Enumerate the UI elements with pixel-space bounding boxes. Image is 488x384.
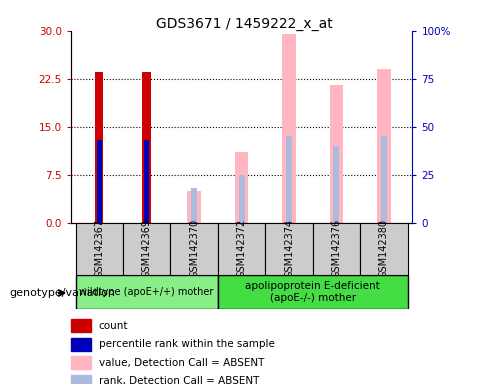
Text: GSM142376: GSM142376: [331, 219, 342, 278]
Bar: [76, 275, 218, 309]
Bar: [286, 136, 292, 223]
Text: GDS3671 / 1459222_x_at: GDS3671 / 1459222_x_at: [156, 17, 332, 31]
Bar: [95, 72, 103, 223]
Text: genotype/variation: genotype/variation: [10, 288, 116, 298]
Bar: [239, 175, 244, 223]
Bar: [71, 356, 91, 369]
Bar: [330, 85, 343, 223]
Text: GSM142372: GSM142372: [237, 219, 246, 278]
Bar: [283, 34, 296, 223]
Text: apolipoprotein E-deficient
(apoE-/-) mother: apolipoprotein E-deficient (apoE-/-) mot…: [245, 281, 380, 303]
Bar: [142, 72, 151, 223]
Text: GSM142374: GSM142374: [284, 219, 294, 278]
Bar: [218, 223, 265, 275]
Bar: [71, 375, 91, 384]
Text: GSM142370: GSM142370: [189, 219, 199, 278]
Text: percentile rank within the sample: percentile rank within the sample: [99, 339, 275, 349]
Bar: [97, 139, 102, 223]
Bar: [360, 223, 407, 275]
Bar: [218, 275, 407, 309]
Text: GSM142380: GSM142380: [379, 219, 389, 278]
Text: value, Detection Call = ABSENT: value, Detection Call = ABSENT: [99, 358, 264, 368]
Text: GSM142367: GSM142367: [94, 219, 104, 278]
Text: rank, Detection Call = ABSENT: rank, Detection Call = ABSENT: [99, 376, 259, 384]
Bar: [123, 223, 170, 275]
Text: wildtype (apoE+/+) mother: wildtype (apoE+/+) mother: [80, 287, 214, 297]
Bar: [313, 223, 360, 275]
Bar: [235, 152, 248, 223]
Bar: [170, 223, 218, 275]
Bar: [144, 139, 149, 223]
Bar: [333, 146, 340, 223]
Bar: [71, 338, 91, 351]
Bar: [76, 223, 123, 275]
Bar: [265, 223, 313, 275]
Text: count: count: [99, 321, 128, 331]
Bar: [187, 191, 201, 223]
Bar: [377, 69, 390, 223]
Bar: [191, 187, 197, 223]
Text: GSM142369: GSM142369: [142, 219, 152, 278]
Bar: [381, 136, 387, 223]
Bar: [71, 319, 91, 332]
